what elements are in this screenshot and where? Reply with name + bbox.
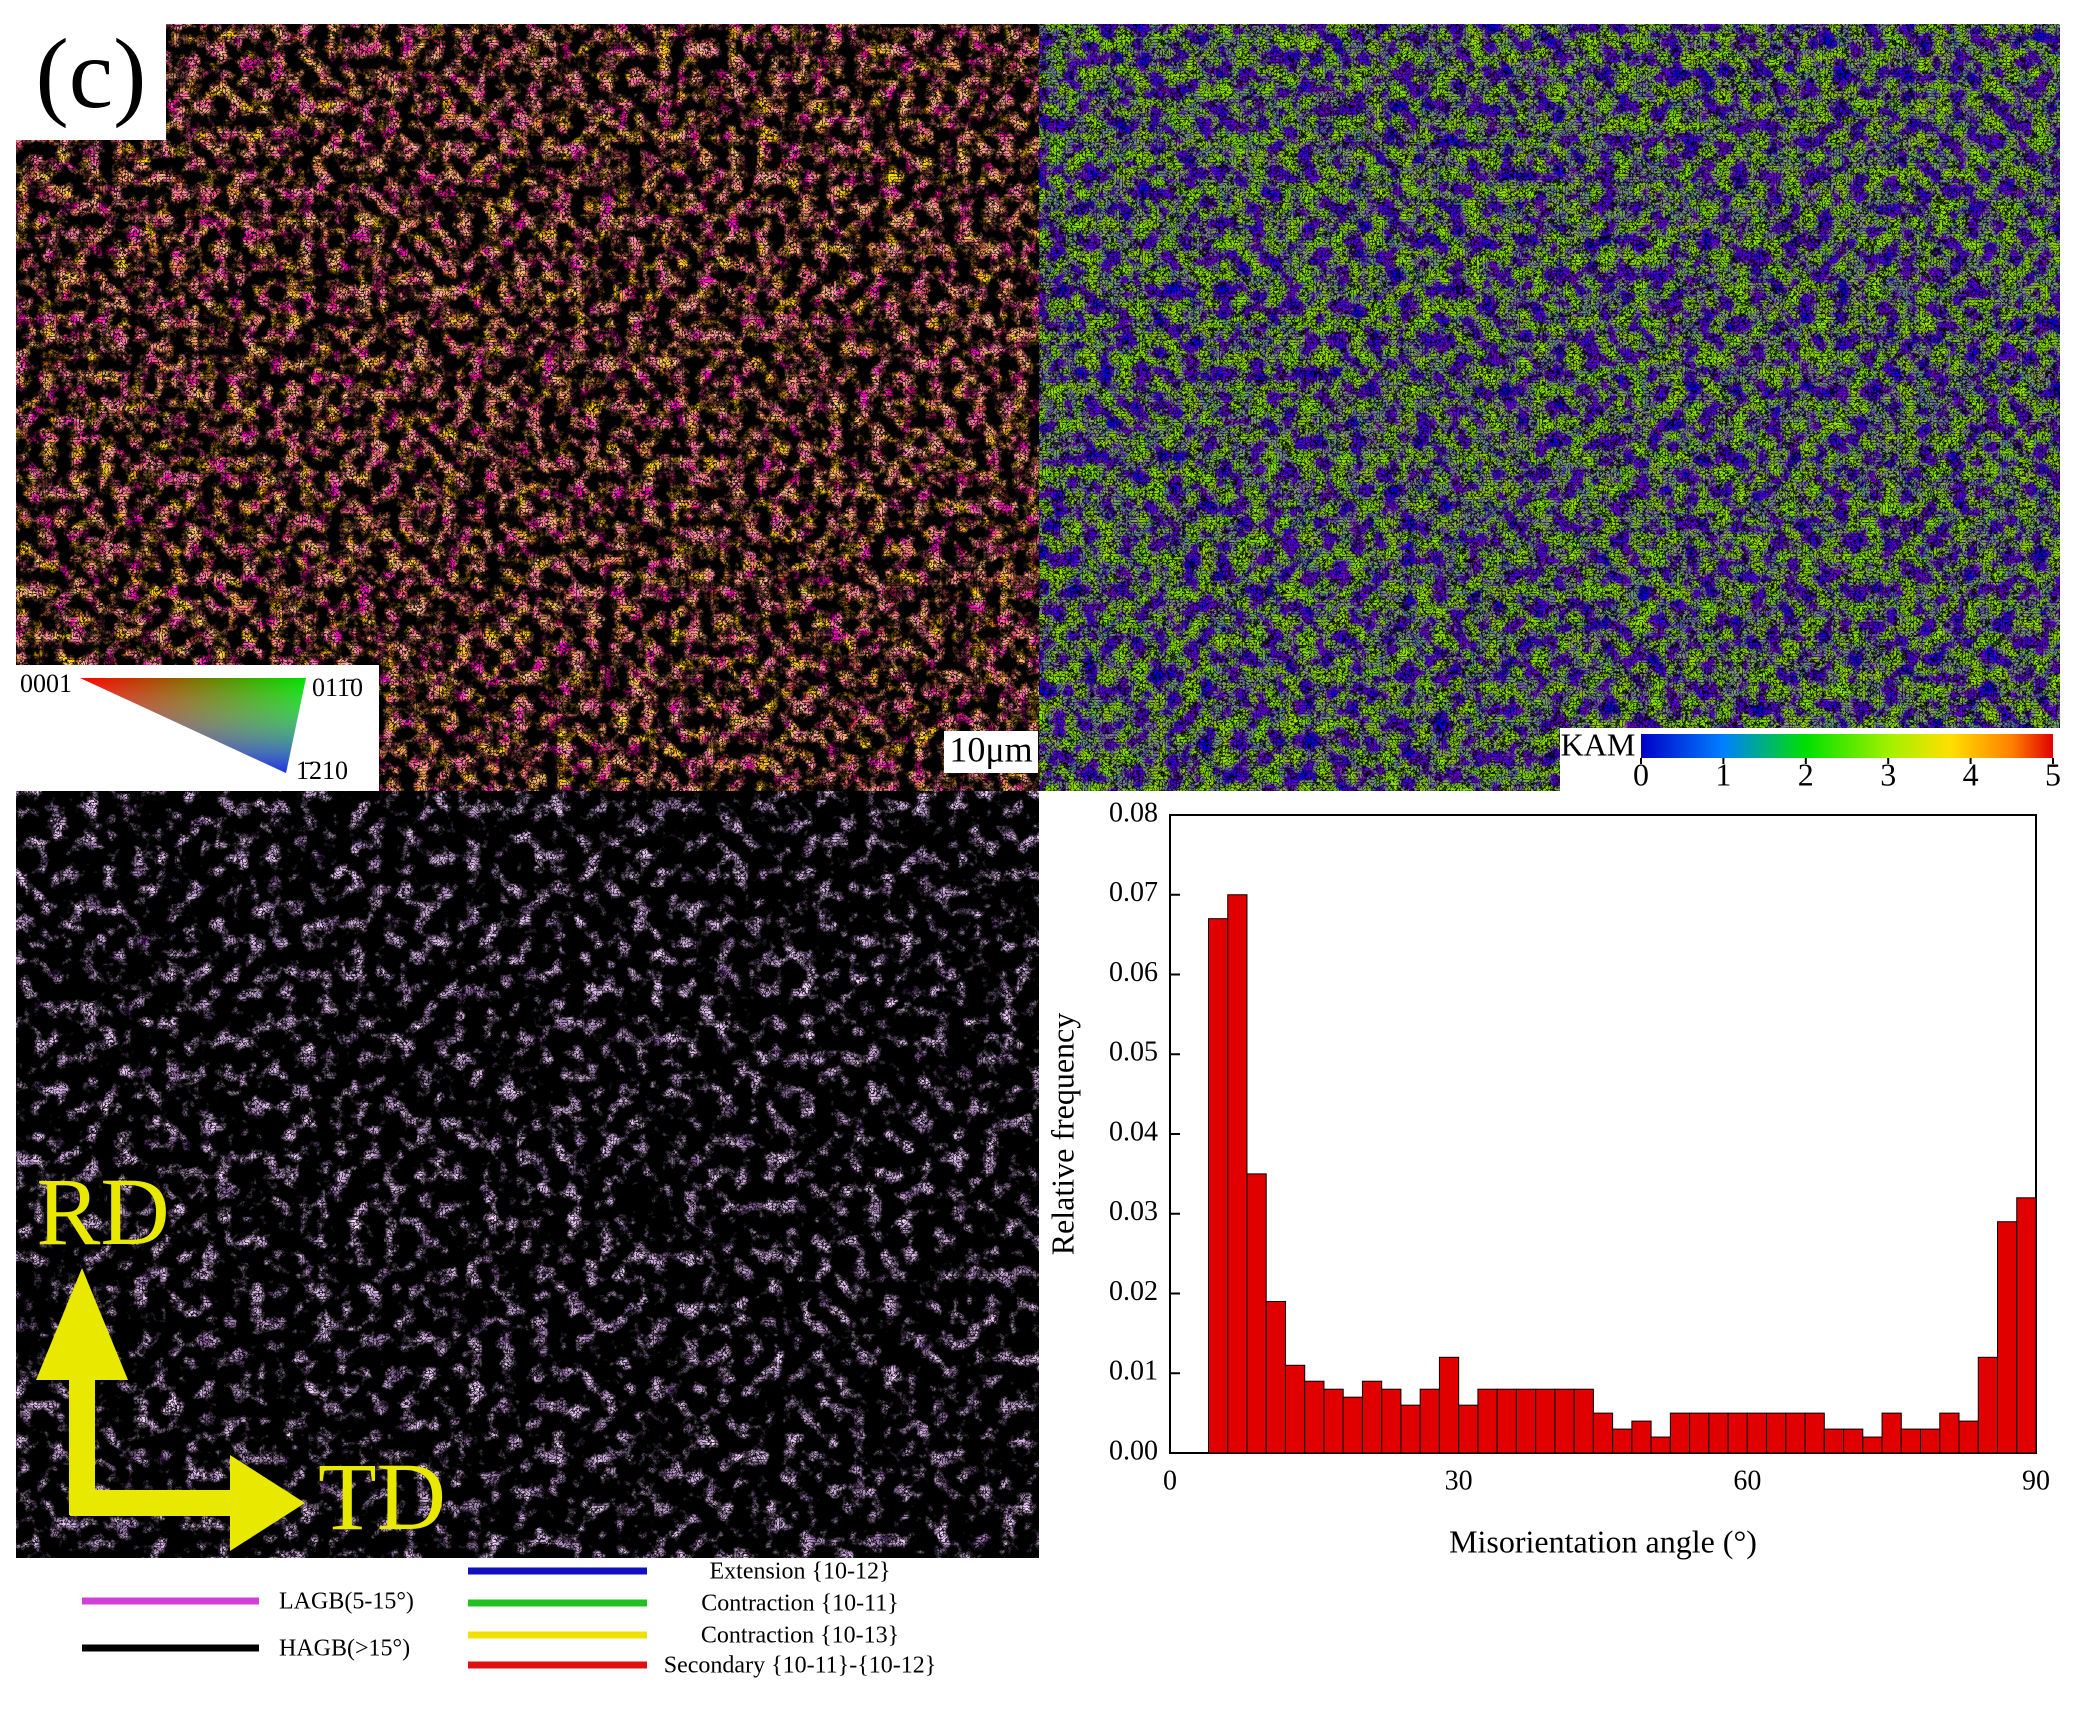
legend-label: HAGB(>15°) xyxy=(279,1636,410,1662)
colorbar-tick-label: 0 xyxy=(1633,756,1649,792)
ipf-label: 011̄0 xyxy=(312,673,363,702)
bar xyxy=(1400,1404,1421,1454)
y-tick-label: 0.03 xyxy=(1109,1196,1158,1227)
kam-map xyxy=(1039,24,2060,791)
colorbar-tick-label: 4 xyxy=(1963,756,1979,792)
bar xyxy=(1804,1412,1825,1454)
bar xyxy=(1958,1420,1979,1454)
ipf-legend: 0001 011̄0 1̄210 xyxy=(16,665,379,791)
bar xyxy=(1554,1388,1575,1454)
legend-label: Extension {10-12} xyxy=(709,1559,890,1585)
y-tick-label: 0.01 xyxy=(1109,1356,1158,1387)
bar xyxy=(1207,918,1229,1454)
x-tick-label: 30 xyxy=(1445,1465,1473,1496)
colorbar-label: KAM xyxy=(1561,726,1636,762)
direction-label: TD xyxy=(318,1443,446,1550)
bar xyxy=(1727,1412,1748,1454)
boundary-legend: LAGB(5-15°) HAGB(>15°) Extension {10-12} Co… xyxy=(82,1559,936,1679)
direction-label: RD xyxy=(36,1158,169,1265)
panel-label: (c) xyxy=(36,18,147,129)
bar xyxy=(1323,1388,1344,1454)
boundary-map xyxy=(16,791,1039,1558)
y-tick-label: 0.06 xyxy=(1109,957,1158,988)
legend-label: Contraction {10-13} xyxy=(701,1623,899,1649)
kam-colorbar: KAM 0 1 2 3 4 5 xyxy=(1560,726,2061,792)
bar xyxy=(1227,894,1248,1454)
bar xyxy=(1361,1380,1383,1454)
bar xyxy=(1650,1436,1671,1454)
x-tick-label: 90 xyxy=(2022,1465,2050,1496)
bar xyxy=(1843,1428,1864,1454)
scale-bar: 10μm xyxy=(949,729,1032,769)
bar xyxy=(1708,1412,1729,1454)
bar xyxy=(1977,1356,1999,1454)
x-tick-label: 0 xyxy=(1163,1465,1177,1496)
bar xyxy=(1689,1412,1710,1454)
bar xyxy=(1997,1221,2018,1454)
y-tick-label: 0.07 xyxy=(1109,877,1158,908)
y-tick-label: 0.05 xyxy=(1109,1037,1158,1068)
direction-arrows: RD TD xyxy=(36,1158,446,1551)
bar xyxy=(1304,1380,1325,1454)
bar xyxy=(1265,1300,1286,1454)
ipf-label: 1̄210 xyxy=(296,756,348,785)
y-tick-label: 0.04 xyxy=(1109,1116,1158,1147)
colorbar-tick-label: 3 xyxy=(1880,756,1896,792)
bar xyxy=(1766,1412,1787,1454)
bar xyxy=(1862,1436,1883,1454)
bar xyxy=(1920,1428,1941,1454)
bar xyxy=(1785,1412,1806,1454)
bar xyxy=(1669,1412,1691,1454)
scale-bar-box xyxy=(944,731,1038,773)
bar xyxy=(1592,1412,1614,1454)
bar xyxy=(1246,1173,1267,1454)
bar xyxy=(1381,1388,1402,1454)
bar xyxy=(2016,1197,2037,1454)
colorbar-tick-label: 2 xyxy=(1798,756,1814,792)
bar xyxy=(1496,1388,1517,1454)
x-axis-label: Misorientation angle (°) xyxy=(1449,1523,1757,1559)
bar xyxy=(1612,1428,1633,1454)
bar xyxy=(1746,1412,1768,1454)
y-tick-label: 0.08 xyxy=(1109,797,1158,828)
bar xyxy=(1535,1388,1556,1454)
bar xyxy=(1438,1356,1460,1454)
bar xyxy=(1900,1428,1922,1454)
legend-label: Secondary {10-11}-{10-12} xyxy=(664,1653,936,1679)
ipf-map xyxy=(16,24,1039,791)
ipf-label: 0001 xyxy=(20,669,72,698)
bar xyxy=(1939,1412,1960,1454)
bar xyxy=(1823,1428,1845,1454)
y-tick-label: 0.00 xyxy=(1109,1435,1158,1466)
colorbar-tick-label: 5 xyxy=(2045,756,2061,792)
legend-label: LAGB(5-15°) xyxy=(279,1589,414,1615)
bar xyxy=(1342,1396,1363,1454)
bar xyxy=(1284,1364,1306,1454)
y-tick-label: 0.02 xyxy=(1109,1276,1158,1307)
y-axis-label: Relative frequency xyxy=(1044,1013,1080,1256)
legend-label: Contraction {10-11} xyxy=(701,1591,898,1617)
histogram: 0.00 0.01 0.02 0.03 0.04 0.05 0.06 0.07 0.08 0 30 6… xyxy=(1044,797,2050,1559)
bar xyxy=(1419,1388,1440,1454)
x-tick-label: 60 xyxy=(1733,1465,1761,1496)
panel-label-box xyxy=(16,24,166,140)
bar xyxy=(1573,1388,1594,1454)
bar xyxy=(1477,1388,1498,1454)
colorbar-tick-label: 1 xyxy=(1715,756,1731,792)
bar xyxy=(1881,1412,1902,1454)
bar xyxy=(1515,1388,1537,1454)
bar xyxy=(1458,1404,1479,1454)
bar xyxy=(1631,1420,1652,1454)
